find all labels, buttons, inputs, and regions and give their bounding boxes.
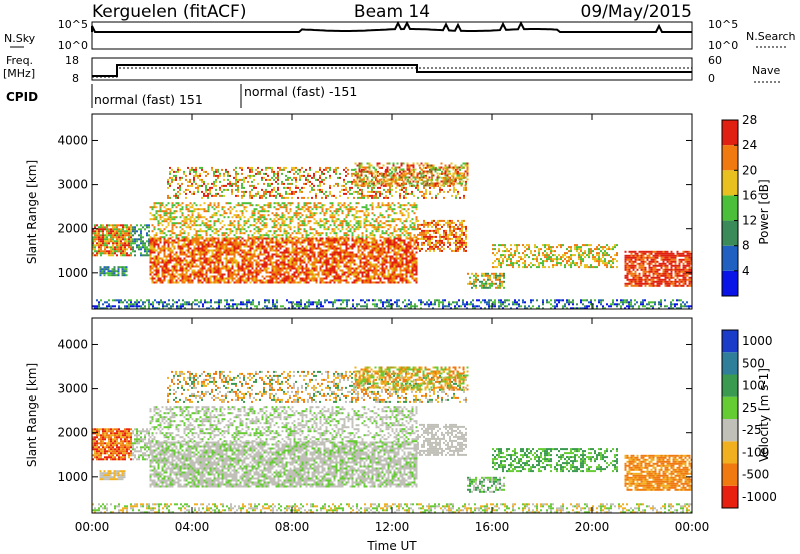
- colorbar-swatch: [722, 270, 738, 296]
- power-heatmap: [92, 162, 693, 310]
- y-tick-label: 4000: [57, 133, 88, 147]
- x-tick-label: 00:00: [75, 520, 110, 534]
- nave-label: Nave: [752, 64, 780, 77]
- colorbar-swatch: [722, 145, 738, 171]
- colorbar-tick-label: -500: [742, 468, 769, 482]
- x-tick-label: 04:00: [175, 520, 210, 534]
- freq-panel: Freq. [MHz] 18 8 60 0 Nave: [3, 54, 780, 85]
- nave-series: [92, 67, 692, 78]
- colorbar-tick-label: 24: [742, 138, 757, 152]
- search-tick-bottom: 10^0: [708, 39, 738, 52]
- x-tick-label: 20:00: [575, 520, 610, 534]
- nave-tick-top: 60: [708, 54, 722, 67]
- freq-unit: [MHz]: [3, 67, 35, 80]
- colorbar-swatch: [722, 220, 738, 246]
- colorbar-swatch: [722, 396, 738, 419]
- x-tick-label: 00:00: [675, 520, 710, 534]
- colorbar-tick-label: 20: [742, 163, 757, 177]
- sky-tick-top: 10^5: [58, 18, 88, 31]
- freq-label: Freq.: [6, 54, 33, 67]
- nave-tick-bottom: 0: [708, 72, 715, 85]
- colorbar-swatch: [722, 330, 738, 353]
- colorbar-tick-label: 1000: [742, 334, 773, 348]
- colorbar-tick-label: -100: [742, 445, 769, 459]
- colorbar-tick-label: 4: [742, 264, 750, 278]
- cpid-label: CPID: [6, 90, 38, 104]
- colorbar-tick-label: 100: [742, 379, 765, 393]
- colorbar-swatch: [722, 374, 738, 397]
- y-tick-label: 3000: [57, 382, 88, 396]
- freq-tick-top: 18: [65, 54, 79, 67]
- velocity-panel: 1000 2000 3000 4000 Slant Range [km]: [25, 317, 693, 514]
- colorbar-swatch: [722, 170, 738, 196]
- colorbar-swatch: [722, 352, 738, 375]
- colorbar-swatch: [722, 485, 738, 508]
- colorbar-tick-label: 12: [742, 214, 757, 228]
- y-tick-label: 2000: [57, 426, 88, 440]
- y-tick-label: 1000: [57, 470, 88, 484]
- sky-panel: N.Sky 10^5 10^0 10^5 10^0 N.Search: [4, 18, 796, 52]
- x-tick-label: 16:00: [475, 520, 510, 534]
- power-colorbar-label: Power [dB]: [757, 179, 771, 244]
- freq-series: [92, 64, 692, 77]
- nsearch-label: N.Search: [746, 30, 796, 43]
- colorbar-tick-label: 25: [742, 401, 757, 415]
- x-tick-label: 12:00: [375, 520, 410, 534]
- power-panel: 1000 2000 3000 4000 Slant Range [km]: [25, 113, 693, 310]
- y-tick-label: 4000: [57, 337, 88, 351]
- cpid-segment-1: normal (fast) 151: [94, 92, 203, 107]
- station-title: Kerguelen (fitACF): [92, 2, 246, 22]
- velocity-colorbar-label: Velocity [m s-1]: [757, 368, 771, 462]
- colorbar-tick-label: -25: [742, 423, 762, 437]
- colorbar-swatch: [722, 463, 738, 486]
- power-ylabel: Slant Range [km]: [25, 160, 39, 264]
- velocity-colorbar: -1000 -500 -100 -25 25 100 500 1000: [721, 329, 777, 509]
- colorbar-tick-label: -1000: [742, 490, 777, 504]
- x-axis-label: Time UT: [366, 539, 417, 553]
- y-tick-label: 3000: [57, 178, 88, 192]
- colorbar-swatch: [722, 195, 738, 221]
- colorbar-swatch: [722, 441, 738, 464]
- velocity-ylabel: Slant Range [km]: [25, 363, 39, 467]
- colorbar-tick-label: 16: [742, 188, 757, 202]
- y-tick-label: 1000: [57, 266, 88, 280]
- sky-tick-bottom: 10^0: [58, 39, 88, 52]
- colorbar-swatch: [722, 245, 738, 271]
- date-title: 09/May/2015: [581, 2, 693, 22]
- colorbar-swatch: [722, 120, 738, 146]
- colorbar-swatch: [722, 419, 738, 442]
- velocity-heatmap: [92, 366, 693, 514]
- x-axis: 00:00 04:00 08:00 12:00 16:00 20:00 00:00: [75, 114, 710, 534]
- power-colorbar: 4 8 12 16 20 24 28: [721, 113, 757, 297]
- colorbar-tick-label: 8: [742, 239, 750, 253]
- nsky-series: [91, 20, 692, 33]
- y-tick-label: 2000: [57, 222, 88, 236]
- colorbar-tick-label: 500: [742, 356, 765, 370]
- cpid-strip: CPID normal (fast) 151 normal (fast) -15…: [6, 84, 357, 108]
- colorbar-tick-label: 28: [742, 113, 757, 127]
- x-tick-label: 08:00: [275, 520, 310, 534]
- beam-title: Beam 14: [354, 2, 430, 22]
- nsky-label: N.Sky: [4, 32, 36, 45]
- freq-tick-bottom: 8: [72, 72, 79, 85]
- search-tick-top: 10^5: [708, 18, 738, 31]
- cpid-segment-2: normal (fast) -151: [244, 84, 357, 99]
